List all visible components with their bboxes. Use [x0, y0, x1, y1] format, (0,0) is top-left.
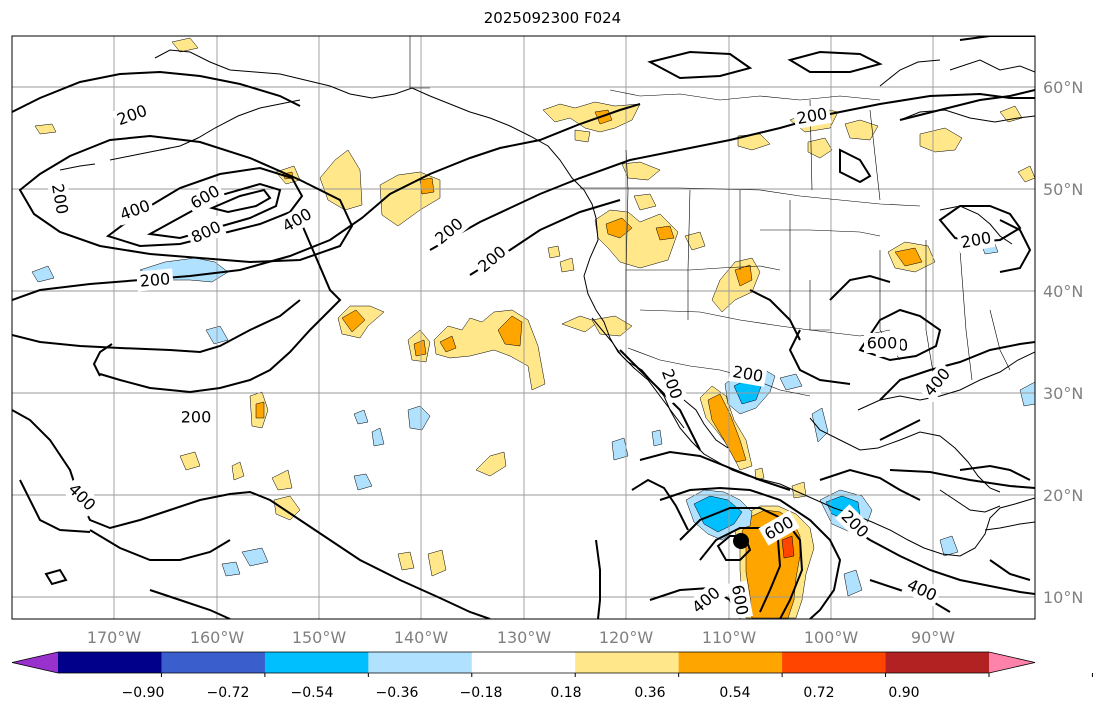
latitude-labels: 60°N 50°N 40°N 30°N 20°N 10°N	[1043, 78, 1083, 607]
colorbar-extend-max	[989, 652, 1035, 673]
contour-label: 200	[139, 269, 171, 291]
colorbar-segment	[678, 652, 783, 673]
colorbar-segment	[161, 652, 266, 673]
storm-center-dot	[733, 533, 749, 549]
colorbar-tick-label: 0.36	[634, 685, 665, 701]
colorbar-segment	[471, 652, 576, 673]
colorbar-tick-label: −0.72	[207, 685, 250, 701]
lon-label: 120°W	[599, 628, 654, 647]
lon-label: 140°W	[394, 628, 449, 647]
colorbar-tick-label: −0.18	[460, 685, 503, 701]
colorbar-segment	[885, 652, 990, 673]
lon-label: 150°W	[292, 628, 347, 647]
map-frame	[11, 35, 1036, 620]
longitude-labels: 170°W 160°W 150°W 140°W 130°W 120°W 110°…	[87, 628, 955, 647]
colorbar-segment	[368, 652, 473, 673]
colorbar-outline	[11, 651, 1036, 674]
colorbar-tick-labels: −0.90 −0.72 −0.54 −0.36 −0.18 0.18 0.36 …	[122, 685, 920, 701]
colorbar-segment	[58, 652, 162, 673]
lon-label: 100°W	[804, 628, 859, 647]
colorbar-segment	[782, 652, 887, 673]
contour-label: 200	[181, 408, 212, 427]
lat-label: 40°N	[1043, 282, 1083, 301]
lat-label: 20°N	[1043, 486, 1083, 505]
lat-label: 10°N	[1043, 588, 1083, 607]
colorbar	[11, 651, 1093, 677]
shaded-positive-anomalies	[34, 37, 1035, 619]
colorbar-tick-label: 0.54	[719, 685, 750, 701]
lon-label: 160°W	[190, 628, 245, 647]
colorbar-tick-label: −0.54	[291, 685, 334, 701]
lon-label: 130°W	[497, 628, 552, 647]
lat-label: 30°N	[1043, 384, 1083, 403]
colorbar-segment	[575, 652, 680, 673]
lon-label: 90°W	[911, 628, 955, 647]
lat-label: 60°N	[1043, 78, 1083, 97]
height-contours	[12, 36, 1035, 619]
lon-label: 170°W	[87, 628, 142, 647]
coastlines	[59, 49, 1035, 557]
colorbar-tick-label: −0.90	[122, 685, 165, 701]
colorbar-tick-label: −0.36	[376, 685, 419, 701]
map-title: 2025092300 F024	[483, 9, 622, 27]
colorbar-tick-label: 0.72	[803, 685, 834, 701]
colorbar-segment	[264, 652, 369, 673]
contour-label: 600	[867, 334, 898, 353]
colorbar-extend-min	[12, 652, 58, 673]
colorbar-tick-label: 0.90	[888, 685, 919, 701]
colorbar-tick-label: 0.18	[550, 685, 581, 701]
lat-label: 50°N	[1043, 180, 1083, 199]
lon-label: 110°W	[702, 628, 757, 647]
